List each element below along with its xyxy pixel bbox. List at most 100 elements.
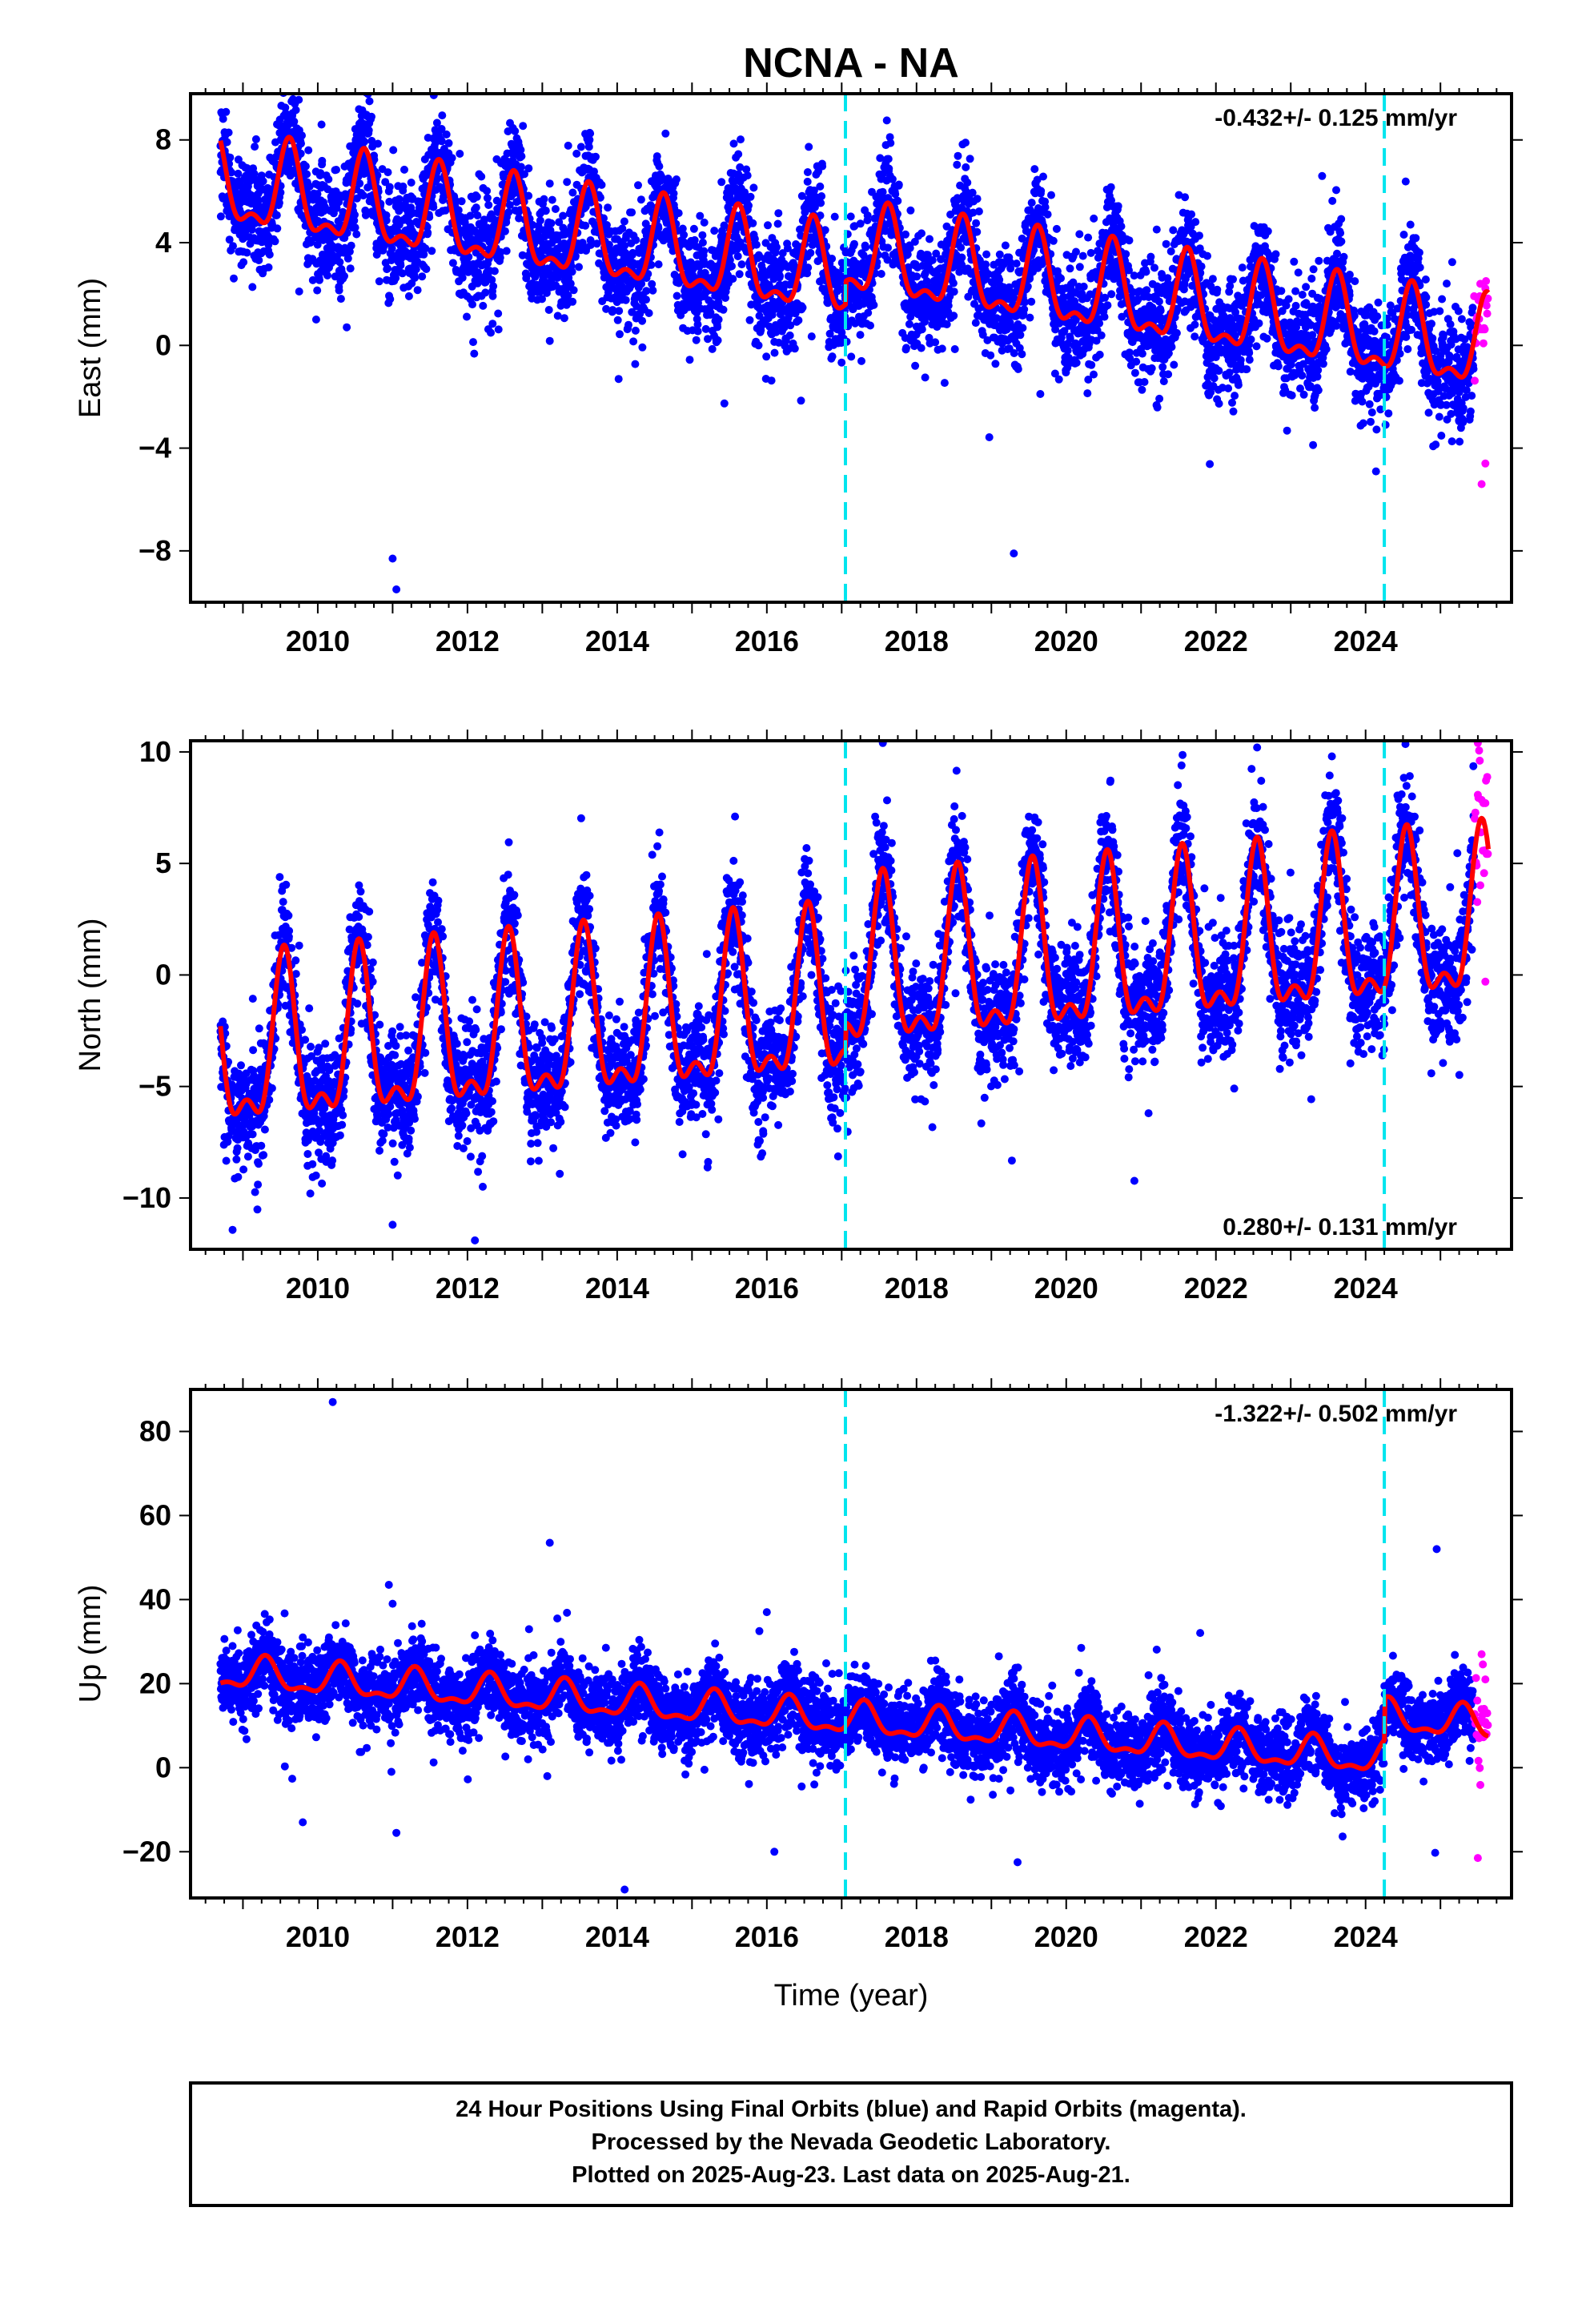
data-point bbox=[817, 192, 826, 200]
data-point bbox=[1063, 346, 1072, 355]
data-point bbox=[803, 168, 812, 176]
data-point bbox=[1154, 297, 1163, 306]
data-point bbox=[624, 320, 632, 329]
data-point bbox=[243, 164, 251, 172]
data-point bbox=[1162, 239, 1170, 248]
data-point bbox=[540, 195, 548, 203]
data-point bbox=[272, 211, 281, 219]
data-point bbox=[804, 263, 813, 272]
data-point bbox=[313, 286, 322, 295]
data-point bbox=[631, 360, 640, 368]
data-point bbox=[886, 139, 895, 147]
data-point bbox=[613, 316, 622, 324]
data-point bbox=[1138, 385, 1146, 394]
data-point bbox=[481, 288, 490, 297]
data-point bbox=[905, 243, 914, 252]
data-point bbox=[1066, 264, 1074, 273]
data-point bbox=[524, 164, 533, 173]
data-point bbox=[962, 139, 970, 147]
data-point bbox=[774, 209, 783, 218]
data-point bbox=[361, 211, 370, 219]
data-point bbox=[404, 292, 413, 300]
data-point bbox=[1147, 364, 1156, 372]
data-point bbox=[1107, 290, 1116, 299]
data-point bbox=[911, 361, 920, 370]
data-point bbox=[477, 172, 486, 181]
data-point bbox=[352, 194, 361, 203]
data-point bbox=[1142, 267, 1150, 276]
data-point bbox=[818, 162, 827, 171]
data-point bbox=[1224, 384, 1233, 392]
data-point bbox=[412, 265, 420, 274]
data-point bbox=[1018, 350, 1026, 359]
data-point bbox=[1299, 390, 1308, 399]
data-point bbox=[422, 265, 431, 273]
data-point bbox=[806, 248, 815, 257]
data-point bbox=[931, 338, 940, 347]
data-point bbox=[226, 153, 235, 162]
data-point bbox=[472, 203, 480, 212]
data-point bbox=[1263, 227, 1272, 235]
data-point bbox=[888, 175, 897, 183]
data-point bbox=[693, 327, 702, 336]
data-point bbox=[773, 219, 782, 228]
data-point bbox=[488, 320, 497, 328]
data-point bbox=[901, 230, 909, 239]
data-point bbox=[335, 258, 344, 267]
data-point bbox=[629, 337, 638, 346]
data-point bbox=[271, 237, 279, 246]
data-point bbox=[295, 287, 303, 296]
data-point bbox=[1027, 199, 1036, 207]
data-point bbox=[762, 352, 771, 361]
data-point bbox=[672, 175, 681, 183]
data-point bbox=[439, 192, 448, 201]
data-point bbox=[828, 255, 837, 263]
data-point bbox=[315, 275, 323, 284]
data-point bbox=[524, 191, 533, 200]
data-point bbox=[1152, 225, 1161, 234]
data-point bbox=[1079, 282, 1088, 291]
data-point bbox=[1075, 230, 1084, 239]
data-point bbox=[351, 223, 359, 232]
data-point bbox=[754, 341, 763, 350]
data-point bbox=[733, 252, 742, 260]
data-point bbox=[1122, 250, 1130, 259]
data-point bbox=[290, 117, 299, 126]
data-point bbox=[1252, 342, 1261, 351]
data-point bbox=[1117, 222, 1126, 231]
data-point bbox=[798, 304, 807, 312]
data-point bbox=[347, 241, 355, 250]
data-point bbox=[776, 271, 785, 280]
data-point bbox=[1084, 233, 1093, 242]
data-point bbox=[225, 235, 234, 244]
data-point bbox=[323, 271, 331, 279]
data-point bbox=[343, 254, 352, 263]
data-point bbox=[298, 131, 306, 140]
data-point bbox=[432, 119, 441, 127]
data-point bbox=[454, 206, 463, 215]
data-point bbox=[500, 227, 509, 235]
data-point bbox=[536, 216, 544, 225]
data-point bbox=[243, 248, 251, 257]
data-point bbox=[564, 141, 572, 150]
data-point bbox=[966, 155, 974, 163]
data-point bbox=[971, 319, 980, 328]
data-point bbox=[1103, 301, 1112, 310]
data-point bbox=[1271, 250, 1280, 259]
data-point bbox=[469, 338, 477, 347]
data-point bbox=[1302, 283, 1311, 292]
data-point bbox=[1090, 370, 1098, 379]
data-point bbox=[982, 250, 991, 259]
data-point bbox=[504, 208, 513, 216]
data-point bbox=[1191, 320, 1199, 329]
data-point bbox=[863, 211, 872, 219]
data-point bbox=[917, 325, 926, 334]
data-point bbox=[794, 316, 803, 324]
data-point bbox=[1208, 275, 1217, 283]
data-point bbox=[295, 95, 303, 104]
data-point bbox=[1166, 247, 1175, 255]
data-point bbox=[1125, 236, 1134, 245]
data-point bbox=[291, 106, 300, 115]
data-point bbox=[428, 247, 436, 255]
